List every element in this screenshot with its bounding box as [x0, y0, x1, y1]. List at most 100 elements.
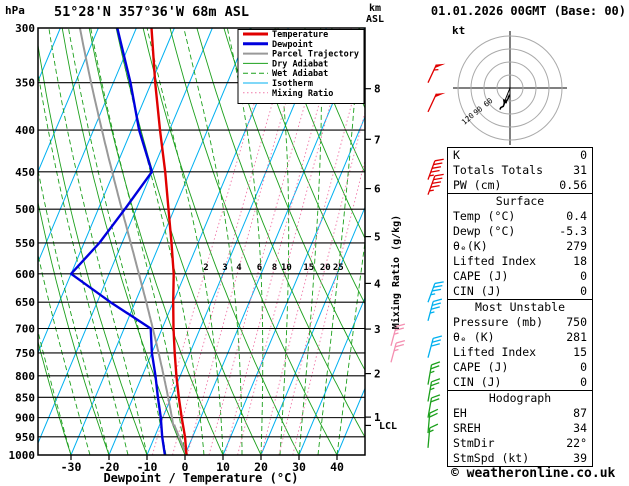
- pressure-tick-label: 650: [15, 296, 35, 309]
- dry-adiabat-line: [304, 28, 365, 174]
- legend-box: [237, 29, 365, 104]
- pressure-tick-label: 350: [15, 77, 35, 90]
- wind-barb: [427, 63, 446, 83]
- index-section-title: Surface: [495, 194, 545, 208]
- dry-adiabat-line: [277, 28, 365, 240]
- wind-barb-feather: [431, 302, 442, 306]
- km-axis-label: km: [369, 3, 381, 14]
- temp-tick-label: 20: [254, 460, 268, 474]
- index-label: StmSpd (kt): [453, 451, 530, 465]
- mixing-ratio-value-label: 15: [303, 263, 314, 273]
- legend-label: Parcel Trajectory: [272, 49, 359, 60]
- index-row: CAPE (J) 0: [448, 269, 592, 284]
- mixing-ratio-value-label: 20: [320, 263, 331, 273]
- pressure-tick-label: 400: [15, 124, 35, 137]
- index-label: Pressure (mb): [453, 315, 544, 329]
- index-value: 87: [573, 406, 587, 420]
- index-row: PW (cm) 0.56: [448, 178, 592, 193]
- pressure-tick-label: 450: [15, 166, 35, 179]
- index-value: 0.56: [559, 178, 587, 192]
- temp-tick-label: -30: [61, 460, 82, 474]
- mixing-ratio-value-label: 25: [333, 263, 344, 273]
- legend-label: Dewpoint: [272, 39, 313, 50]
- wind-barb: [390, 340, 406, 363]
- wind-barb-half-feather: [393, 348, 399, 352]
- mixing-ratio-value-label: 2: [203, 263, 208, 273]
- wind-barb: [427, 423, 439, 448]
- index-row: CIN (J) 0: [448, 284, 592, 299]
- index-label: StmDir: [453, 436, 495, 450]
- km-tick-label: 1: [374, 411, 381, 424]
- hodograph-ring: [483, 61, 537, 115]
- index-value: 750: [566, 315, 587, 329]
- index-section-title: Most Unstable: [474, 300, 565, 314]
- wind-barb-feather: [394, 327, 405, 331]
- index-label: Lifted Index: [453, 345, 537, 359]
- index-value: 279: [566, 239, 587, 253]
- wind-barb-half-feather: [393, 332, 399, 335]
- wind-barb: [427, 408, 439, 434]
- temp-tick-label: 10: [216, 460, 230, 474]
- wind-barb-feather: [430, 398, 440, 403]
- pressure-tick-label: 750: [15, 347, 35, 360]
- index-row: StmSpd (kt) 39: [448, 451, 592, 466]
- index-label: CAPE (J): [453, 360, 509, 374]
- km-tick-label: 5: [374, 231, 381, 244]
- pressure-tick-label: 550: [15, 237, 35, 250]
- wind-barb-feather: [434, 173, 444, 177]
- wind-barb: [427, 335, 443, 358]
- index-label: K: [453, 148, 460, 162]
- wind-barb-feather: [433, 335, 443, 339]
- pressure-unit-label: hPa: [5, 4, 25, 17]
- storm-motion-arrowhead: [502, 99, 508, 104]
- copyright: © weatheronline.co.uk: [451, 466, 616, 481]
- index-label: CIN (J): [453, 284, 502, 298]
- dry-adiabat-line: [38, 339, 72, 455]
- index-label: Dewp (°C): [453, 224, 516, 238]
- index-panel: K 0 Totals Totals 31 PW (cm) 0.56 Surface Temp …: [447, 147, 593, 467]
- index-label: Totals Totals: [453, 163, 544, 177]
- index-section-title: Hodograph: [488, 391, 552, 405]
- wind-barb-feather: [431, 339, 442, 343]
- plot-area: [38, 28, 365, 455]
- km-tick-label: 6: [374, 183, 381, 196]
- wind-barb: [390, 323, 406, 346]
- legend-label: Wet Adiabat: [272, 68, 328, 79]
- wind-barb-pennant: [434, 92, 446, 98]
- wind-barb-feather: [434, 158, 444, 162]
- wind-barb-half-feather: [429, 311, 435, 314]
- temp-tick-label: -10: [137, 460, 158, 474]
- hodograph-ring: [457, 35, 563, 141]
- legend-label: Isotherm: [272, 79, 313, 89]
- parcel-trajectory-curve: [78, 28, 188, 455]
- wind-barb-feather: [433, 284, 443, 288]
- temp-tick-label: 40: [330, 460, 344, 474]
- km-tick-label: 8: [374, 83, 381, 96]
- index-value: 0: [580, 269, 587, 283]
- km-tick-label: 4: [374, 277, 381, 290]
- pressure-tick-label: 500: [15, 203, 35, 216]
- hodograph-unit-label: kt: [452, 24, 465, 37]
- index-value: 18: [573, 254, 587, 268]
- index-row: Pressure (mb) 750: [448, 315, 592, 330]
- temperature-curve: [150, 28, 188, 455]
- index-section: Most Unstable Pressure (mb) 750 θₑ (K) 281 Li…: [447, 299, 593, 391]
- wind-barb: [427, 158, 444, 180]
- index-section: K 0 Totals Totals 31 PW (cm) 0.56: [447, 147, 593, 194]
- wind-barb-feather: [433, 162, 443, 166]
- index-row: CIN (J) 0: [448, 375, 592, 390]
- index-value: 39: [573, 451, 587, 465]
- index-row: Dewp (°C) -5.3: [448, 224, 592, 239]
- wind-barb-feather: [433, 298, 443, 303]
- mixing-ratio-value-label: 10: [281, 263, 292, 273]
- wind-barb-staff: [427, 64, 438, 83]
- wind-barb: [427, 281, 444, 303]
- wind-barb: [427, 378, 441, 402]
- km-tick-label: 3: [374, 323, 381, 336]
- index-label: Lifted Index: [453, 254, 537, 268]
- index-row: StmDir 22°: [448, 436, 592, 451]
- lcl-label: LCL: [379, 421, 397, 432]
- wind-barb-feather: [430, 343, 440, 347]
